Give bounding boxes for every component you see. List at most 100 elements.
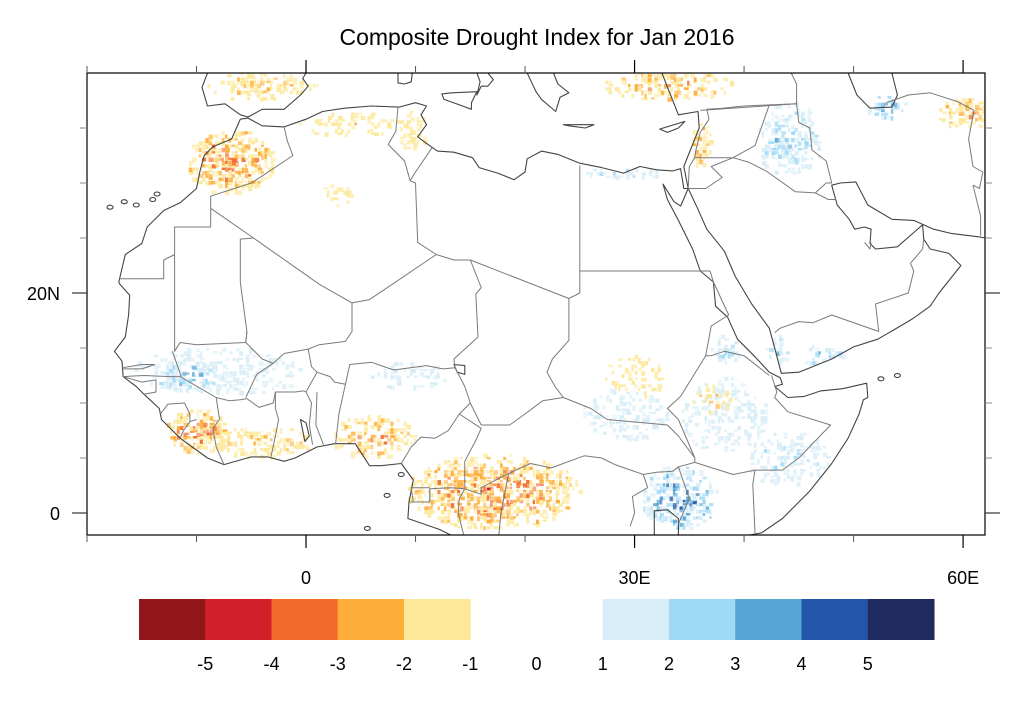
drought-cell [513,473,516,478]
drought-cell [686,513,691,516]
drought-cell [248,174,252,177]
drought-cell [621,374,625,378]
drought-cell [506,519,510,524]
drought-cell [801,121,804,125]
drought-cell [559,470,563,475]
drought-cell [975,118,978,122]
drought-cell [225,190,230,196]
drought-cell [761,161,767,166]
drought-cell [781,144,786,150]
drought-cell [437,493,441,497]
drought-cell [787,128,791,133]
drought-cell [383,451,388,455]
drought-cell [771,131,775,136]
drought-cell [393,431,397,435]
drought-cell [637,361,643,364]
drought-cell [657,84,662,87]
drought-cell [211,382,217,386]
drought-cell [737,399,742,403]
country-border [629,474,649,527]
drought-cell [276,434,279,438]
drought-cell [271,157,276,162]
drought-cell [737,426,742,430]
drought-cell [790,449,794,453]
drought-cell [803,469,806,473]
drought-cell [775,348,779,353]
drought-cell [218,154,222,157]
drought-cell [265,354,271,357]
drought-cell [784,137,789,142]
drought-cell [219,439,225,443]
drought-cell [493,513,497,518]
drought-cell [215,164,220,168]
drought-cell [239,357,243,361]
drought-cell [246,74,251,79]
drought-cell [225,167,230,172]
drought-cell [238,180,243,184]
drought-cell [606,398,609,402]
drought-cell [199,354,203,358]
drought-cell [380,434,384,439]
drought-cell [657,384,663,389]
drought-cell [965,108,970,111]
drought-cell [703,93,708,97]
drought-cell [407,499,413,504]
drought-cell [686,519,691,523]
drought-cell [357,421,361,425]
drought-cell [509,460,513,464]
drought-cell [235,381,239,386]
drought-cell [817,154,821,159]
drought-cell [172,378,177,383]
drought-cell [357,431,363,434]
drought-cell [776,475,781,481]
drought-cell [261,144,264,147]
drought-cell [506,466,509,472]
drought-cell [549,470,554,475]
drought-cell [252,374,257,378]
drought-cell [599,411,602,417]
drought-cell [350,115,354,120]
drought-cell [269,97,275,101]
drought-cell [220,448,224,452]
drought-cell [473,483,477,488]
drought-cell [612,421,616,425]
drought-cell [599,425,604,428]
drought-cell [621,80,626,85]
drought-cell [444,503,448,507]
drought-cell [212,449,216,453]
drought-cell [656,476,661,480]
drought-cell [336,187,341,192]
drought-cell [473,509,476,513]
drought-cell [817,144,821,149]
drought-cell [419,365,423,368]
drought-cell [634,384,638,389]
drought-cell [790,475,795,480]
drought-cell [430,509,435,514]
drought-cell [702,133,707,138]
drought-cell [693,90,698,96]
drought-cell [744,432,749,436]
drought-cell [493,506,498,511]
drought-cell [609,388,614,394]
drought-cell [522,483,527,488]
drought-cell [699,470,704,473]
drought-cell [238,154,241,159]
drought-cell [506,522,510,527]
drought-cell [797,114,802,118]
drought-cell [350,119,355,122]
drought-cell [226,374,229,378]
drought-cell [486,470,491,475]
drought-cell [470,476,473,482]
drought-cell [430,480,435,484]
drought-cell [642,421,645,426]
drought-cell [717,357,723,362]
drought-cell [711,419,716,425]
x-tick-label-30e: 30E [619,568,651,588]
colorbar-label: -2 [396,654,412,674]
drought-cell [229,381,233,384]
drought-cell [647,80,652,86]
drought-cell [188,161,194,166]
drought-cell [137,361,143,366]
drought-cell [786,449,791,454]
drought-cell [215,161,220,166]
